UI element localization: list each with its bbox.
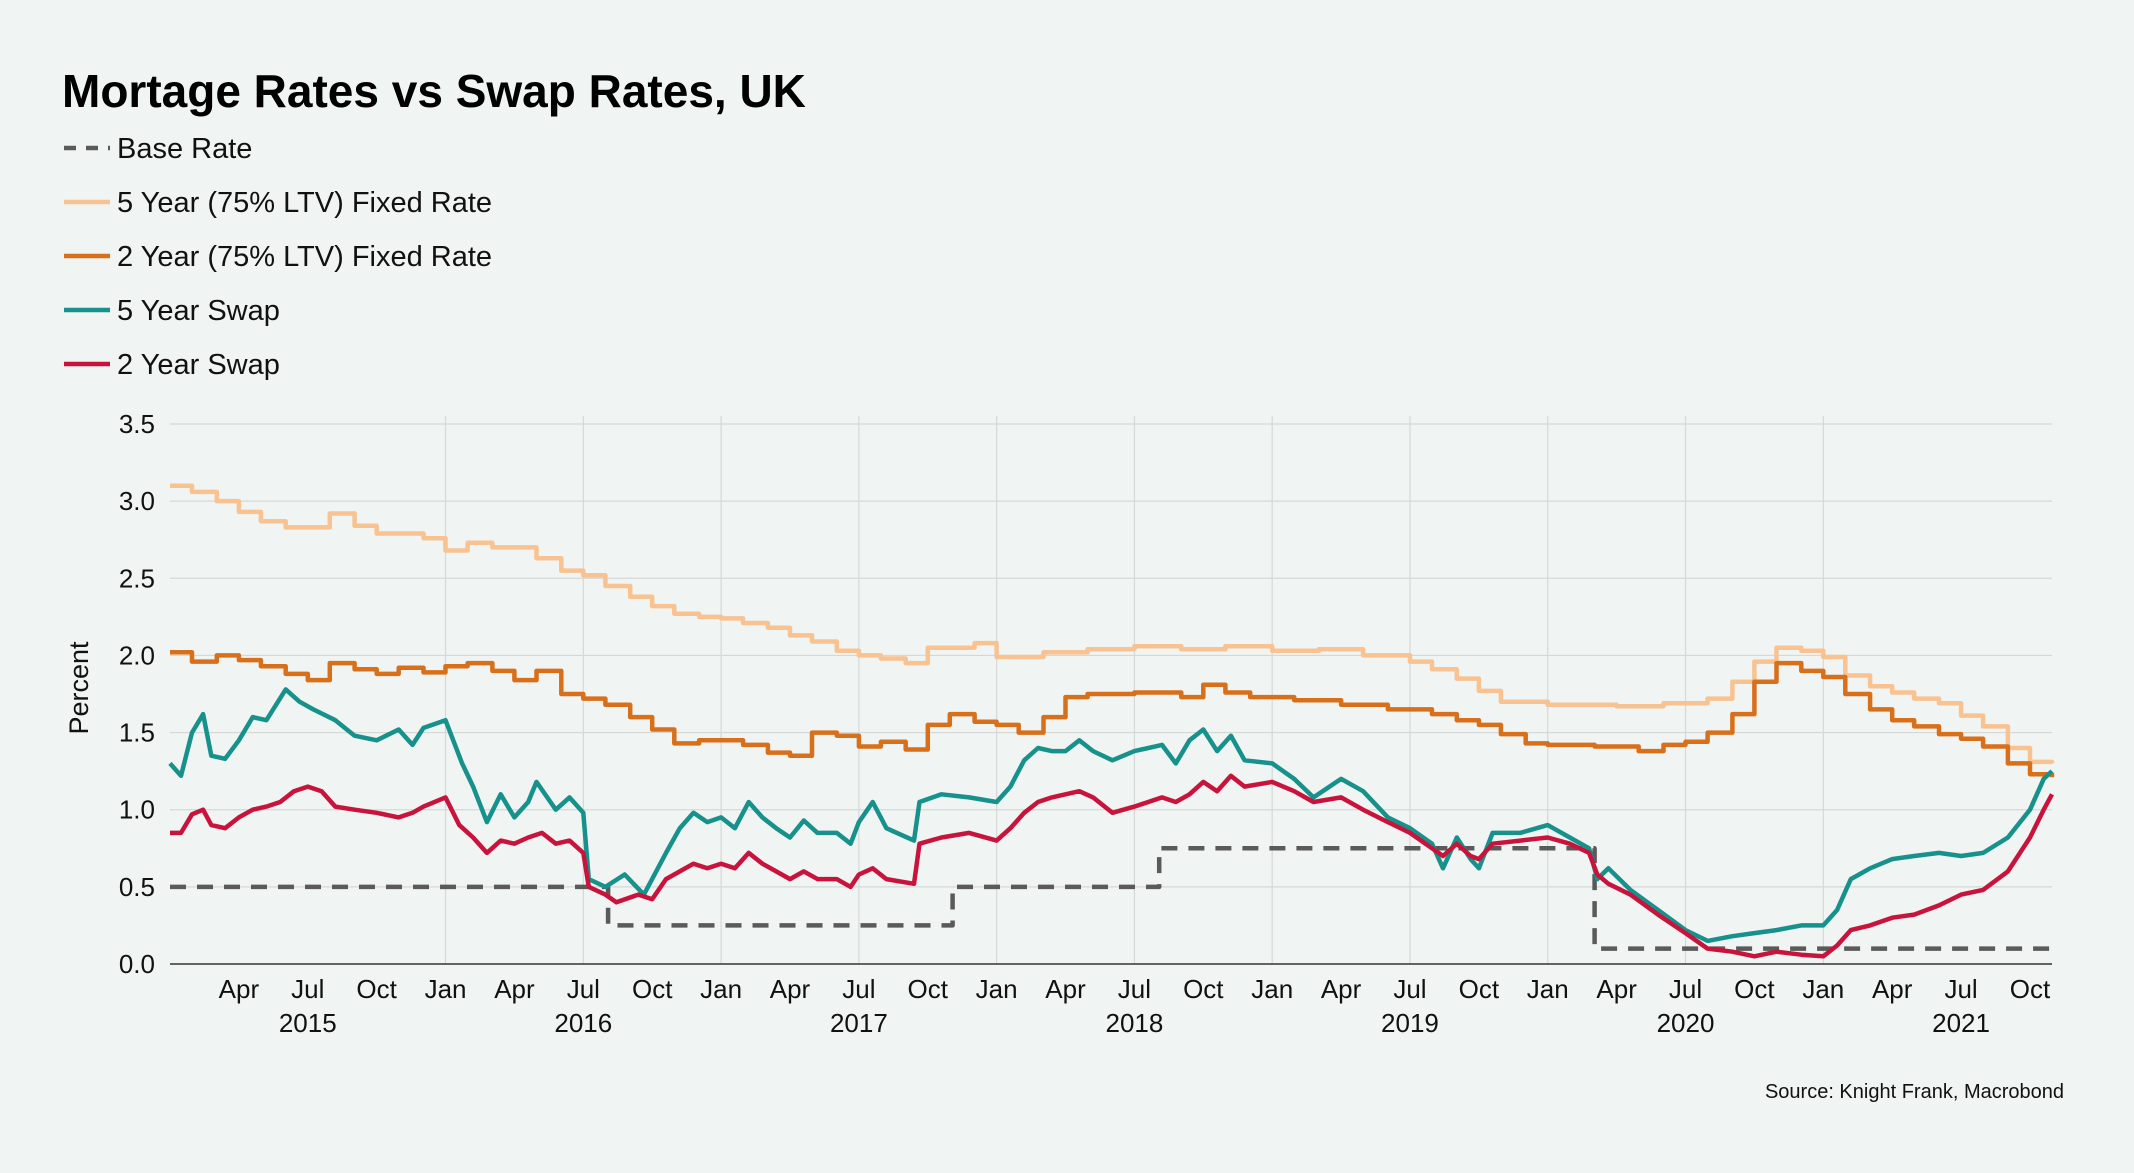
series-line-base-rate (170, 846, 2052, 951)
x-tick-month-label: Jan (1527, 974, 1569, 1004)
x-axis-ticks: Apr Jul Oct Jan Apr Jul Oct Jan Apr Jul Oct Jan Apr J… (219, 974, 2051, 1038)
x-tick-month-label: Oct (908, 974, 949, 1004)
x-tick-month-label: Apr (1596, 974, 1637, 1004)
x-tick-month-label: Apr (770, 974, 811, 1004)
x-tick-year-label: 2021 (1932, 1008, 1990, 1038)
x-tick-year-label: 2016 (554, 1008, 612, 1038)
x-tick-year-label: 2017 (830, 1008, 888, 1038)
chart-title: Mortage Rates vs Swap Rates, UK (62, 65, 806, 117)
legend: Base Rate 5 Year (75% LTV) Fixed Rate 2 Ye… (64, 133, 492, 381)
x-tick-month-label: Jul (291, 974, 324, 1004)
y-tick-label: 2.5 (119, 563, 155, 593)
x-tick-month-label: Oct (1459, 974, 1500, 1004)
x-tick-month-label: Oct (1734, 974, 1775, 1004)
y-tick-label: 3.0 (119, 486, 155, 516)
x-tick-month-label: Jul (1118, 974, 1151, 1004)
x-tick-month-label: Apr (1321, 974, 1362, 1004)
x-tick-month-label: Jan (976, 974, 1018, 1004)
x-tick-month-label: Oct (1183, 974, 1224, 1004)
x-tick-month-label: Apr (219, 974, 260, 1004)
x-tick-month-label: Jul (1669, 974, 1702, 1004)
x-tick-month-label: Jan (1802, 974, 1844, 1004)
series-line-2-year-75-ltv-fixed-rate (170, 650, 2055, 778)
y-tick-label: 0.0 (119, 949, 155, 979)
legend-label: 2 Year (75% LTV) Fixed Rate (117, 241, 492, 273)
x-tick-month-label: Jul (1393, 974, 1426, 1004)
y-tick-label: 3.5 (119, 409, 155, 439)
legend-label: 5 Year Swap (117, 295, 280, 327)
x-tick-month-label: Oct (356, 974, 397, 1004)
x-tick-month-label: Jul (1944, 974, 1977, 1004)
series-line-5-year-75-ltv-fixed-rate (170, 483, 2055, 765)
x-tick-month-label: Jan (1251, 974, 1293, 1004)
x-tick-month-label: Jul (567, 974, 600, 1004)
x-tick-month-label: Jan (700, 974, 742, 1004)
y-tick-label: 1.5 (119, 718, 155, 748)
x-tick-month-label: Oct (2010, 974, 2051, 1004)
x-tick-year-label: 2019 (1381, 1008, 1439, 1038)
x-tick-year-label: 2015 (279, 1008, 337, 1038)
x-tick-month-label: Jul (842, 974, 875, 1004)
x-tick-month-label: Apr (1045, 974, 1086, 1004)
x-tick-year-label: 2020 (1657, 1008, 1715, 1038)
x-tick-month-label: Apr (1872, 974, 1913, 1004)
source-note: Source: Knight Frank, Macrobond (1765, 1081, 2064, 1103)
y-tick-label: 2.0 (119, 640, 155, 670)
x-tick-month-label: Oct (632, 974, 673, 1004)
x-tick-year-label: 2018 (1105, 1008, 1163, 1038)
y-axis-title: Percent (64, 641, 94, 735)
series-line-2-year-swap (170, 773, 2054, 959)
x-tick-month-label: Apr (494, 974, 535, 1004)
legend-label: Base Rate (117, 133, 252, 165)
legend-label: 2 Year Swap (117, 349, 280, 381)
series-line-5-year-swap (168, 687, 2054, 944)
y-tick-label: 1.0 (119, 795, 155, 825)
legend-label: 5 Year (75% LTV) Fixed Rate (117, 187, 492, 219)
y-tick-label: 0.5 (119, 872, 155, 902)
x-tick-month-label: Jan (425, 974, 467, 1004)
series-layer (168, 483, 2055, 959)
gridlines (170, 416, 2052, 964)
y-axis-ticks: 0.0 0.5 1.0 1.5 2.0 2.5 3.0 3.5 (119, 409, 155, 979)
